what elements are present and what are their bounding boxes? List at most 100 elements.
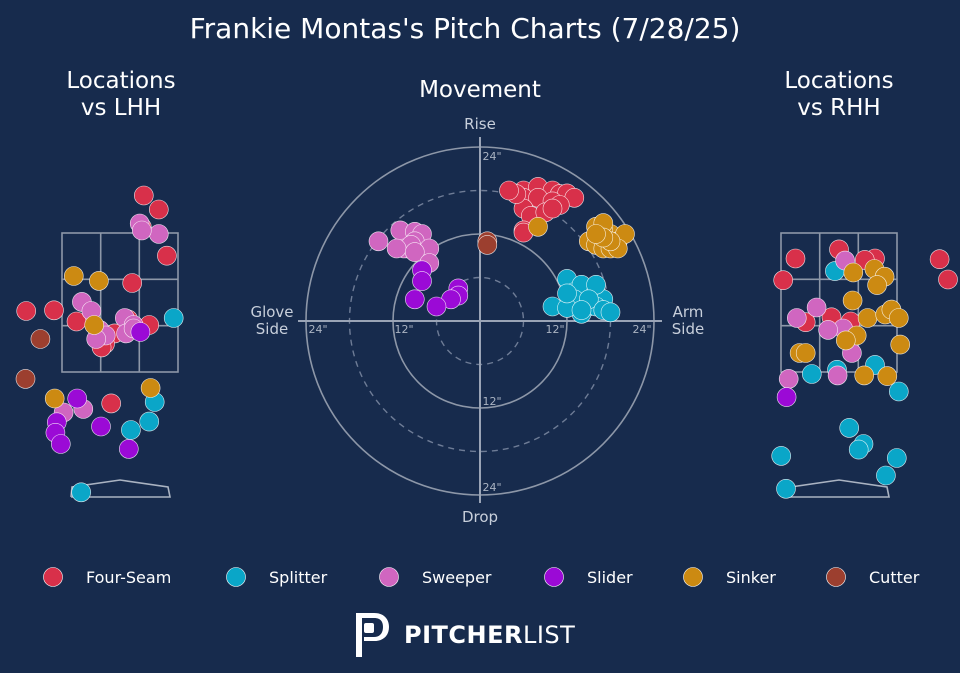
rhh-sinker-point: [888, 308, 909, 328]
brand-part2: LIST: [522, 621, 576, 649]
rhh-sweeper-point: [786, 308, 807, 328]
pitcherlist-p-icon: [356, 613, 389, 657]
rhh-sweeper-point: [778, 369, 799, 389]
rhh-sinker-point: [842, 290, 863, 311]
movement-panel: Movement 24" 12" 12" 24" 12" 24" 24" Rise Drop Gl…: [250, 77, 704, 526]
movement-slider-point: [426, 296, 447, 317]
lhh-four-seam-point: [101, 393, 121, 414]
legend-swatch: [544, 567, 564, 587]
lhh-four-seam-point: [122, 273, 142, 293]
ring-label: 24": [482, 481, 501, 494]
rhh-slider-point: [776, 387, 797, 407]
movement-four-seam-point: [499, 180, 519, 201]
glove-side-label: Glove Side: [250, 303, 293, 338]
legend-item-splitter: Splitter: [226, 567, 328, 587]
legend-label: Cutter: [869, 568, 920, 587]
rhh-sinker-point: [890, 334, 911, 355]
movement-slider-point: [412, 271, 432, 291]
lhh-slider-point: [91, 416, 111, 437]
legend-item-slider: Slider: [544, 567, 633, 587]
rhh-sweeper-point: [818, 320, 838, 340]
chart-title: Frankie Montas's Pitch Charts (7/28/25): [190, 12, 741, 45]
rhh-four-seam-point: [785, 248, 806, 269]
rhh-four-seam-point: [773, 270, 794, 291]
legend: Four-Seam Splitter Sweeper Slider Sinker Cutt…: [43, 567, 920, 587]
lhh-sweeper-point: [149, 224, 169, 244]
legend-swatch: [379, 567, 399, 587]
movement-sweeper-point: [386, 238, 407, 259]
lhh-sweeper-point: [132, 220, 152, 241]
movement-sweeper-point: [404, 242, 425, 262]
lhh-slider-point: [50, 434, 71, 454]
legend-swatch: [826, 567, 846, 587]
rhh-sinker-point: [854, 365, 875, 386]
rhh-sinker-point: [835, 330, 856, 351]
lhh-sinker-point: [44, 388, 65, 409]
movement-splitter-point: [571, 300, 592, 320]
legend-item-sinker: Sinker: [683, 567, 776, 587]
legend-label: Slider: [587, 568, 633, 587]
legend-swatch: [226, 567, 246, 587]
lhh-sinker-point: [84, 315, 104, 335]
rhh-splitter-point: [776, 478, 796, 499]
pitcherlist-logo: PITCHERLIST: [352, 613, 575, 657]
lhh-splitter-point: [71, 482, 91, 503]
legend-item-cutter: Cutter: [826, 567, 920, 587]
lhh-slider-point: [119, 439, 139, 459]
lhh-sinker-point: [140, 378, 161, 398]
rhh-points: [771, 239, 958, 499]
rhh-title: Locations vs RHH: [784, 68, 893, 121]
ring-label: 24": [482, 150, 501, 163]
lhh-four-seam-point: [134, 185, 154, 206]
ring-label: 12": [545, 323, 564, 336]
lhh-four-seam-point: [157, 245, 177, 266]
lhh-splitter-point: [121, 420, 141, 440]
movement-grid: 24" 12" 12" 24" 12" 24" 24" Rise Drop Glove Side Ar…: [250, 115, 704, 526]
legend-label: Four-Seam: [86, 568, 171, 587]
movement-sweeper-point: [368, 231, 389, 252]
lhh-sinker-point: [64, 266, 84, 286]
movement-splitter-point: [600, 302, 621, 323]
rhh-splitter-point: [801, 364, 822, 384]
rhh-splitter-point: [888, 381, 909, 402]
movement-splitter-point: [557, 283, 577, 304]
home-plate-lhh: [70, 479, 171, 498]
rhh-sinker-point: [843, 262, 864, 283]
legend-label: Sweeper: [422, 568, 492, 587]
lhh-sinker-point: [89, 271, 109, 291]
rhh-sinker-point: [877, 366, 898, 386]
home-plate-rhh: [788, 479, 890, 498]
drop-label: Drop: [462, 508, 498, 526]
movement-four-seam-point: [542, 198, 563, 219]
rhh-four-seam-point: [929, 249, 950, 270]
rhh-splitter-point: [886, 448, 907, 468]
movement-points: [368, 177, 635, 324]
lhh-splitter-point: [163, 308, 184, 328]
rhh-sweeper-point: [806, 297, 827, 318]
rhh-splitter-point: [848, 439, 869, 460]
lhh-four-seam-point: [149, 199, 169, 220]
rhh-sweeper-point: [827, 365, 848, 386]
arm-side-label: Arm Side: [672, 303, 704, 338]
movement-slider-point: [404, 289, 425, 310]
movement-sinker-point: [528, 217, 548, 237]
lhh-cutter-point: [30, 329, 51, 349]
ring-label: 24": [308, 323, 327, 336]
brand-part1: PITCHER: [404, 621, 523, 649]
locations-vs-rhh-panel: Locations vs RHH: [771, 68, 958, 499]
movement-sinker-point: [586, 224, 606, 244]
ring-label: 12": [394, 323, 413, 336]
lhh-cutter-point: [15, 369, 36, 389]
rise-label: Rise: [464, 115, 496, 133]
rhh-sinker-point: [857, 308, 878, 328]
rhh-sinker-point: [795, 343, 816, 363]
legend-swatch: [43, 567, 63, 587]
rhh-sinker-point: [867, 275, 887, 295]
legend-label: Splitter: [269, 568, 328, 587]
lhh-title: Locations vs LHH: [66, 68, 175, 121]
movement-cutter-point: [477, 235, 498, 255]
legend-swatch: [683, 567, 703, 587]
rhh-splitter-point: [771, 446, 792, 466]
movement-title: Movement: [419, 77, 541, 103]
